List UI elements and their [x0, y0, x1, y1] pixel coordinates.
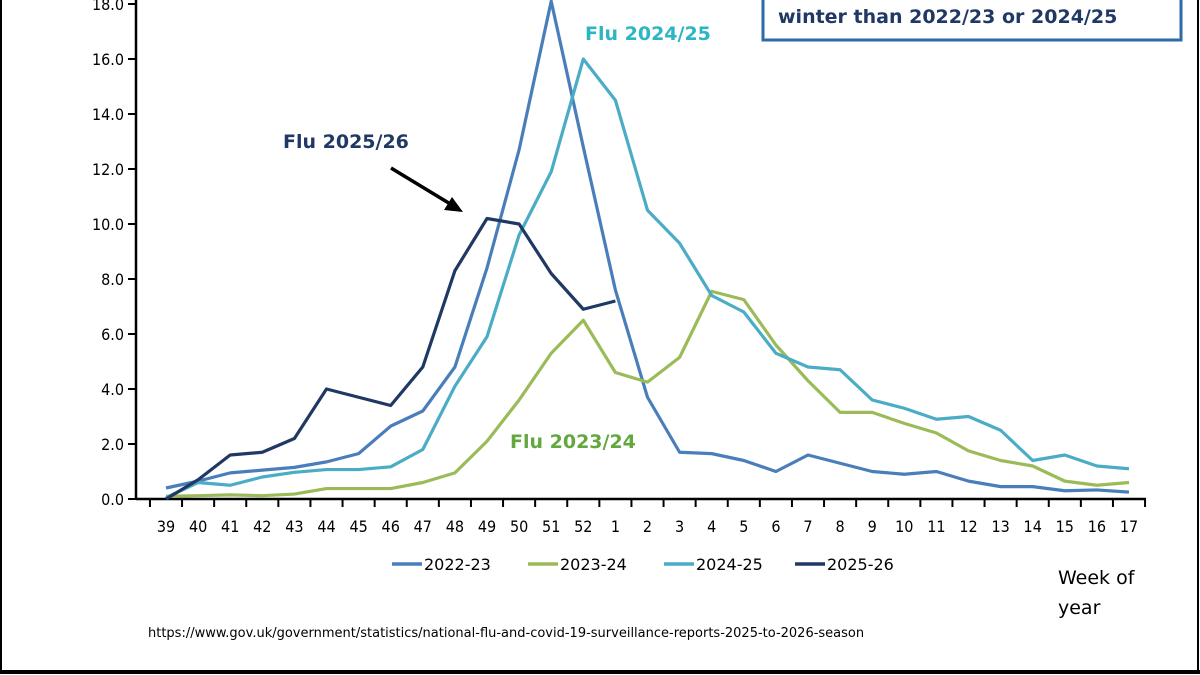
annotation-flu-2024-25: Flu 2024/25 [585, 23, 711, 45]
x-tick-label: 46 [382, 517, 400, 536]
x-tick-label: 7 [803, 517, 812, 536]
x-tick-label: 5 [739, 517, 748, 536]
x-tick-label: 2 [643, 517, 652, 536]
x-tick-label: 12 [959, 517, 977, 536]
x-tick-label: 3 [675, 517, 684, 536]
legend-label-2024-25: 2024-25 [696, 555, 763, 574]
x-tick-label: 6 [771, 517, 780, 536]
x-tick-label: 49 [478, 517, 496, 536]
x-tick-label: 39 [157, 517, 175, 536]
arrow-icon [390, 166, 463, 212]
callout-box: winter than 2022/23 or 2024/25 [761, 0, 1183, 42]
y-tick-label: 0.0 [101, 490, 124, 509]
y-tick-label: 8.0 [101, 270, 124, 289]
y-tick-label: 14.0 [92, 105, 124, 124]
x-axis-label-line1: Week of [1058, 567, 1136, 589]
legend-label-2023-24: 2023-24 [560, 555, 627, 574]
annotation-flu-2025-26: Flu 2025/26 [283, 131, 409, 153]
axes: 0.02.04.06.08.010.012.014.016.018.039 40 4… [92, 0, 1147, 536]
x-tick-label: 8 [836, 517, 845, 536]
legend-label-2025-26: 2025-26 [827, 555, 894, 574]
x-tick-label: 9 [868, 517, 877, 536]
y-tick-label: 16.0 [92, 50, 124, 69]
series-line-2023-24 [165, 289, 1130, 498]
x-tick-label: 51 [542, 517, 560, 536]
y-tick-label: 10.0 [92, 215, 124, 234]
legend-label-2022-23: 2022-23 [424, 555, 491, 574]
series-line-2024-25 [165, 57, 1130, 500]
x-tick-label: 44 [317, 517, 335, 536]
x-tick-label: 4 [707, 517, 716, 536]
y-tick-label: 12.0 [92, 160, 124, 179]
x-tick-label: 43 [285, 517, 303, 536]
x-tick-label: 14 [1024, 517, 1042, 536]
x-tick-label: 1 [611, 517, 620, 536]
x-tick-label: 17 [1120, 517, 1138, 536]
y-tick-label: 18.0 [92, 0, 124, 14]
x-axis-label-line2: year [1058, 597, 1101, 619]
x-tick-label: 48 [446, 517, 464, 536]
x-tick-label: 42 [253, 517, 271, 536]
x-tick-label: 41 [221, 517, 239, 536]
x-tick-label: 15 [1056, 517, 1074, 536]
x-tick-label: 40 [189, 517, 207, 536]
source-url[interactable]: https://www.gov.uk/government/statistics… [148, 626, 864, 641]
x-tick-label: 47 [414, 517, 432, 536]
series-line-2022-23 [165, 0, 1130, 494]
series-line-2025-26 [165, 216, 616, 501]
x-tick-label: 13 [991, 517, 1009, 536]
legend: 2022-23 2023-24 2024-25 2025-26 [392, 555, 894, 574]
callout-text: winter than 2022/23 or 2024/25 [778, 6, 1117, 28]
annotation-flu-2023-24: Flu 2023/24 [510, 431, 636, 453]
x-tick-label: 52 [574, 517, 592, 536]
series-lines [165, 0, 1130, 501]
x-tick-label: 45 [349, 517, 367, 536]
x-tick-label: 10 [895, 517, 913, 536]
x-tick-label: 50 [510, 517, 528, 536]
y-tick-label: 2.0 [101, 435, 124, 454]
y-tick-label: 4.0 [101, 380, 124, 399]
y-tick-label: 6.0 [101, 325, 124, 344]
x-tick-label: 16 [1088, 517, 1106, 536]
x-tick-label: 11 [927, 517, 945, 536]
